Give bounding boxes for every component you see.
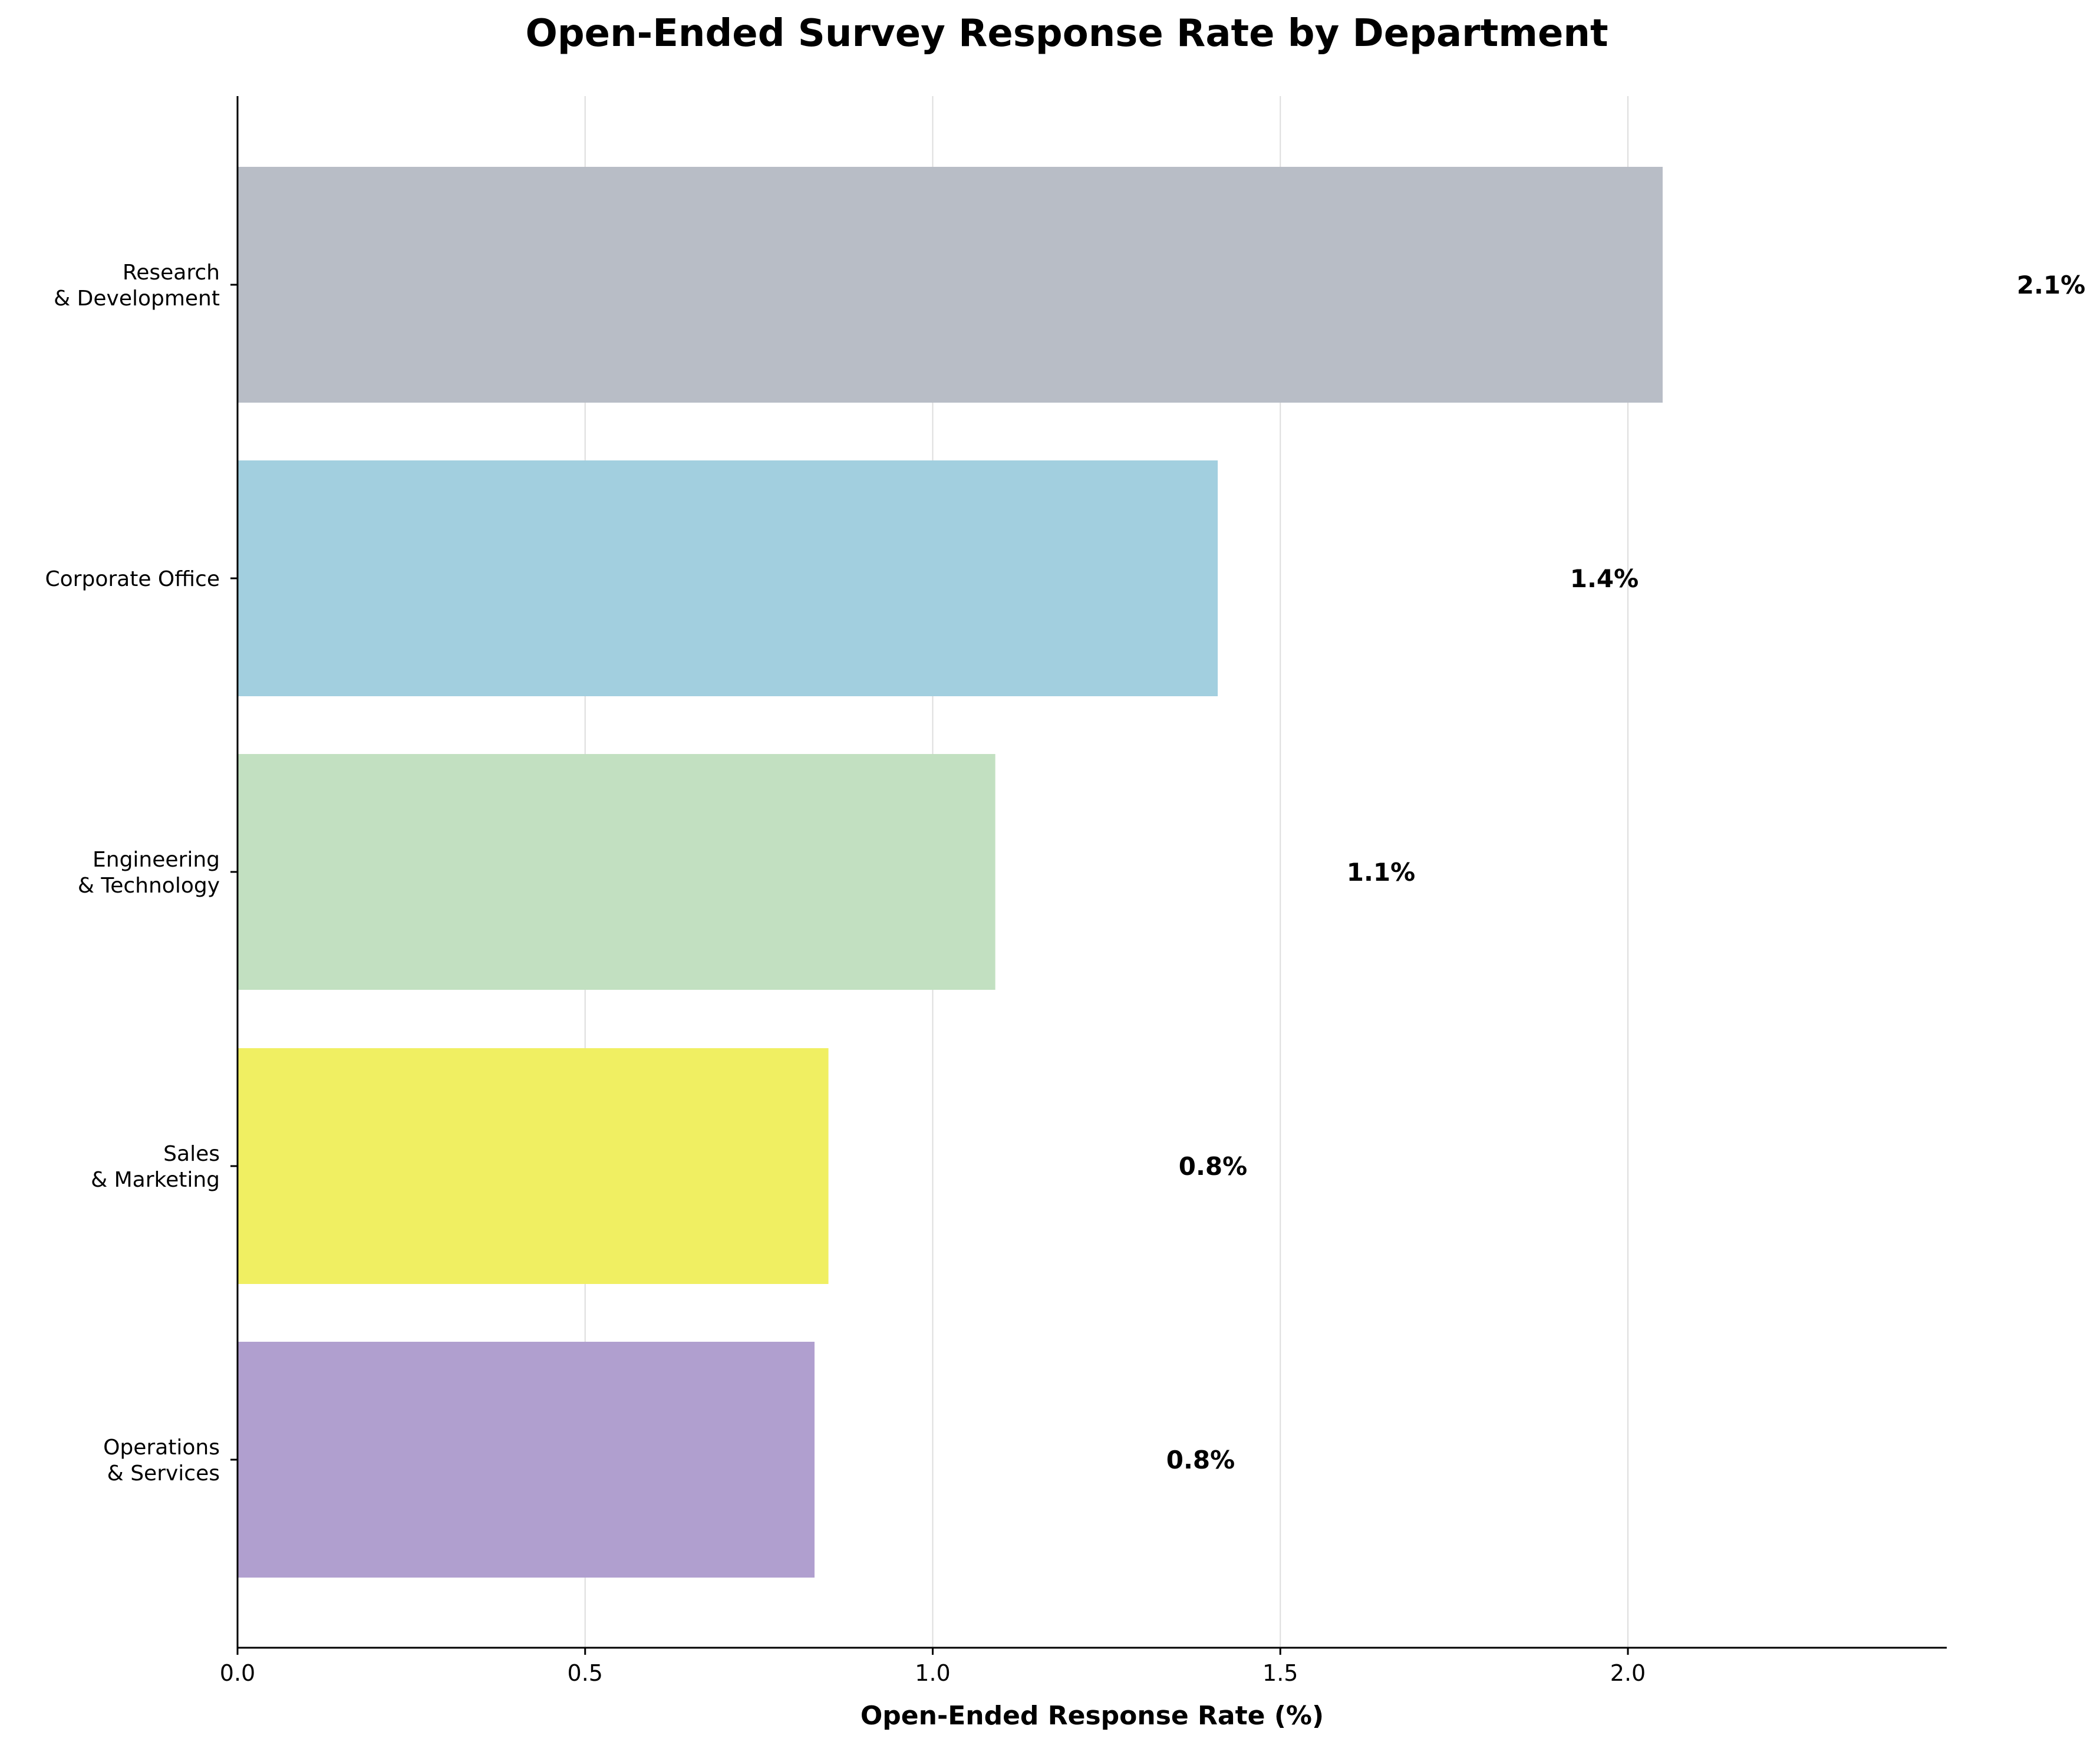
y-category-labels: Research & Development Corporate Office Eng… [45, 261, 238, 1486]
data-label: 0.8% [1166, 1446, 1235, 1474]
x-tick-label: 2.0 [1610, 1660, 1646, 1686]
category-label: Corporate Office [45, 567, 220, 591]
category-label: Engineering & Technology [78, 848, 220, 898]
x-tick-label: 0.5 [568, 1660, 603, 1686]
x-ticks: 0.0 0.5 1.0 1.5 2.0 [220, 1648, 1646, 1686]
category-label: Operations & Services [103, 1435, 220, 1486]
data-label: 0.8% [1179, 1152, 1247, 1181]
bar [238, 1048, 829, 1284]
x-tick-label: 1.5 [1262, 1660, 1298, 1686]
x-axis-label: Open-Ended Response Rate (%) [861, 1701, 1324, 1731]
chart-title: Open-Ended Survey Response Rate by Depar… [525, 12, 1608, 55]
data-label: 1.4% [1570, 564, 1639, 593]
x-tick-label: 0.0 [220, 1660, 255, 1686]
data-labels: 2.1% 1.4% 1.1% 0.8% 0.8% [1166, 271, 2085, 1474]
x-tick-label: 1.0 [915, 1660, 950, 1686]
bar [238, 754, 995, 990]
bar [238, 167, 1663, 403]
data-label: 1.1% [1347, 858, 1415, 887]
bars [238, 167, 1663, 1578]
bar [238, 1342, 815, 1578]
category-label: Research & Development [54, 261, 220, 311]
bar [238, 460, 1218, 696]
data-label: 2.1% [2017, 271, 2085, 299]
category-label: Sales & Marketing [91, 1142, 220, 1192]
